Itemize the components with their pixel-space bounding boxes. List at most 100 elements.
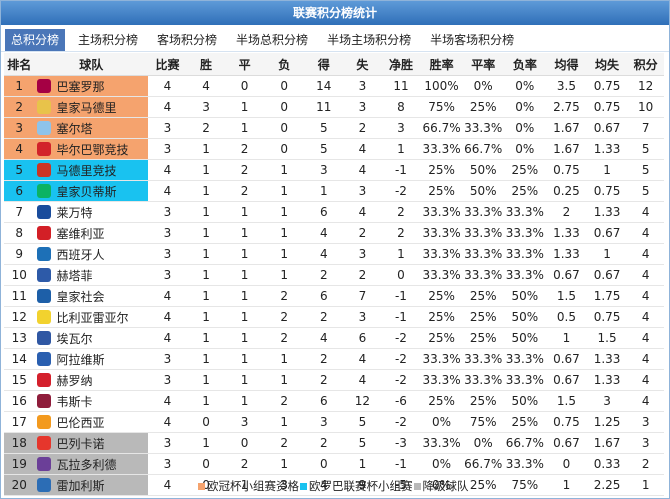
- stat-cell: 33.3%: [462, 222, 504, 244]
- team-cell[interactable]: 西班牙人: [34, 243, 149, 265]
- stat-cell: 4: [343, 159, 382, 181]
- column-header: 失: [343, 53, 382, 76]
- team-name[interactable]: 皇家贝蒂斯: [56, 184, 117, 199]
- team-cell[interactable]: 埃瓦尔: [34, 327, 149, 349]
- stat-cell: 2: [546, 201, 587, 223]
- table-row: 12 比利亚雷亚尔 4 1 1 2 2 3 -1 25% 25% 50% 0.5 0.75 4: [4, 306, 664, 328]
- team-name[interactable]: 韦斯卡: [56, 394, 93, 409]
- stat-cell: 2.25: [586, 474, 628, 496]
- team-cell[interactable]: 比利亚雷亚尔: [34, 306, 149, 328]
- team-cell[interactable]: 韦斯卡: [34, 390, 149, 412]
- team-cell-content: 巴伦西亚: [34, 413, 148, 432]
- team-cell[interactable]: 巴伦西亚: [34, 411, 149, 433]
- table-row: 2 皇家马德里 4 3 1 0 11 3 8 75% 25% 0% 2.75 0.75 10: [4, 96, 664, 118]
- tab-4[interactable]: 半场总积分榜: [236, 33, 309, 47]
- team-name[interactable]: 埃瓦尔: [56, 331, 93, 346]
- team-name[interactable]: 巴伦西亚: [56, 415, 105, 430]
- stat-cell: 66.7%: [503, 432, 547, 454]
- stat-cell: 25%: [462, 390, 504, 412]
- team-name[interactable]: 瓦拉多利德: [56, 457, 117, 472]
- team-cell[interactable]: 赫塔菲: [34, 264, 149, 286]
- team-name[interactable]: 马德里竞技: [56, 163, 117, 178]
- team-cell[interactable]: 毕尔巴鄂竞技: [34, 138, 149, 160]
- team-cell[interactable]: 马德里竞技: [34, 159, 149, 181]
- team-cell-content: 比利亚雷亚尔: [34, 308, 148, 327]
- stat-cell: 25%: [462, 306, 504, 328]
- stat-cell: 1: [263, 201, 305, 223]
- table-header: 排名 球队 比赛胜平负得失净胜 胜率 平率 负率 均得 均失 积分: [4, 53, 664, 76]
- stat-cell: 4: [304, 474, 344, 496]
- team-name[interactable]: 比利亚雷亚尔: [56, 310, 129, 325]
- team-cell[interactable]: 塞尔塔: [34, 117, 149, 139]
- stat-cell: 50%: [462, 159, 504, 181]
- team-name[interactable]: 巴塞罗那: [56, 79, 105, 94]
- stat-cell: 4: [627, 243, 664, 265]
- team-name[interactable]: 巴列卡诺: [56, 436, 105, 451]
- stat-cell: 8: [381, 96, 421, 118]
- stat-cell: 0.67: [586, 117, 628, 139]
- stat-cell: 1: [263, 411, 305, 433]
- team-logo-icon: [37, 457, 52, 471]
- team-name[interactable]: 雷加利斯: [56, 478, 105, 493]
- stat-cell: 33.3%: [420, 138, 463, 160]
- stat-cell: 33.3%: [420, 222, 463, 244]
- team-name[interactable]: 毕尔巴鄂竞技: [56, 142, 129, 157]
- team-cell[interactable]: 莱万特: [34, 201, 149, 223]
- team-name[interactable]: 赫塔菲: [56, 268, 93, 283]
- stat-cell: 2: [225, 138, 264, 160]
- table-row: 17 巴伦西亚 4 0 3 1 3 5 -2 0% 75% 25% 0.75 1.25 3: [4, 411, 664, 433]
- stat-cell: 4: [627, 369, 664, 391]
- team-name[interactable]: 皇家社会: [56, 289, 105, 304]
- stat-cell: 1: [263, 243, 305, 265]
- stat-cell: 1: [225, 285, 264, 307]
- team-name[interactable]: 塞维利亚: [56, 226, 105, 241]
- tab-5[interactable]: 半场主场积分榜: [327, 33, 412, 47]
- stat-cell: 33.3%: [462, 117, 504, 139]
- tab-1[interactable]: 总积分榜: [5, 29, 66, 51]
- stat-cell: 33.3%: [503, 348, 547, 370]
- stat-cell: 0%: [462, 75, 504, 97]
- stat-cell: -1: [381, 159, 421, 181]
- stat-cell: 0%: [420, 453, 463, 475]
- stat-cell: 1: [186, 243, 226, 265]
- tab-2[interactable]: 主场积分榜: [78, 33, 139, 47]
- rank-cell: 11: [4, 285, 35, 307]
- stat-cell: 2: [304, 264, 344, 286]
- team-cell[interactable]: 皇家社会: [34, 285, 149, 307]
- legend-swatch-icon: [413, 482, 421, 490]
- stat-cell: 1.67: [546, 117, 587, 139]
- team-cell-content: 皇家社会: [34, 287, 148, 306]
- stat-cell: 2: [263, 285, 305, 307]
- team-cell[interactable]: 塞维利亚: [34, 222, 149, 244]
- team-cell[interactable]: 皇家贝蒂斯: [34, 180, 149, 202]
- team-name[interactable]: 皇家马德里: [56, 100, 117, 115]
- team-cell[interactable]: 阿拉维斯: [34, 348, 149, 370]
- stat-cell: -2: [381, 180, 421, 202]
- team-name[interactable]: 西班牙人: [56, 247, 105, 262]
- tab-6[interactable]: 半场客场积分榜: [430, 33, 515, 47]
- tab-3[interactable]: 客场积分榜: [157, 33, 218, 47]
- team-name[interactable]: 莱万特: [56, 205, 93, 220]
- team-name[interactable]: 赫罗纳: [56, 373, 93, 388]
- stat-cell: 2: [381, 222, 421, 244]
- team-cell[interactable]: 巴列卡诺: [34, 432, 149, 454]
- team-name[interactable]: 塞尔塔: [56, 121, 93, 136]
- stat-cell: 5: [627, 180, 664, 202]
- stat-cell: 33.3%: [503, 453, 547, 475]
- team-name[interactable]: 阿拉维斯: [56, 352, 105, 367]
- rank-cell: 4: [4, 138, 35, 160]
- stat-cell: 1.5: [546, 390, 587, 412]
- stat-cell: 0.67: [546, 432, 587, 454]
- stat-cell: 2: [304, 432, 344, 454]
- team-cell[interactable]: 巴塞罗那: [34, 75, 149, 97]
- stat-cell: 3: [148, 369, 187, 391]
- rank-cell: 18: [4, 432, 35, 454]
- team-cell[interactable]: 瓦拉多利德: [34, 453, 149, 475]
- stat-cell: 0%: [462, 432, 504, 454]
- team-cell[interactable]: 雷加利斯: [34, 474, 149, 496]
- team-cell[interactable]: 赫罗纳: [34, 369, 149, 391]
- column-header: 比赛: [148, 53, 187, 76]
- stat-cell: 2: [263, 390, 305, 412]
- team-cell[interactable]: 皇家马德里: [34, 96, 149, 118]
- team-logo-icon: [37, 184, 52, 198]
